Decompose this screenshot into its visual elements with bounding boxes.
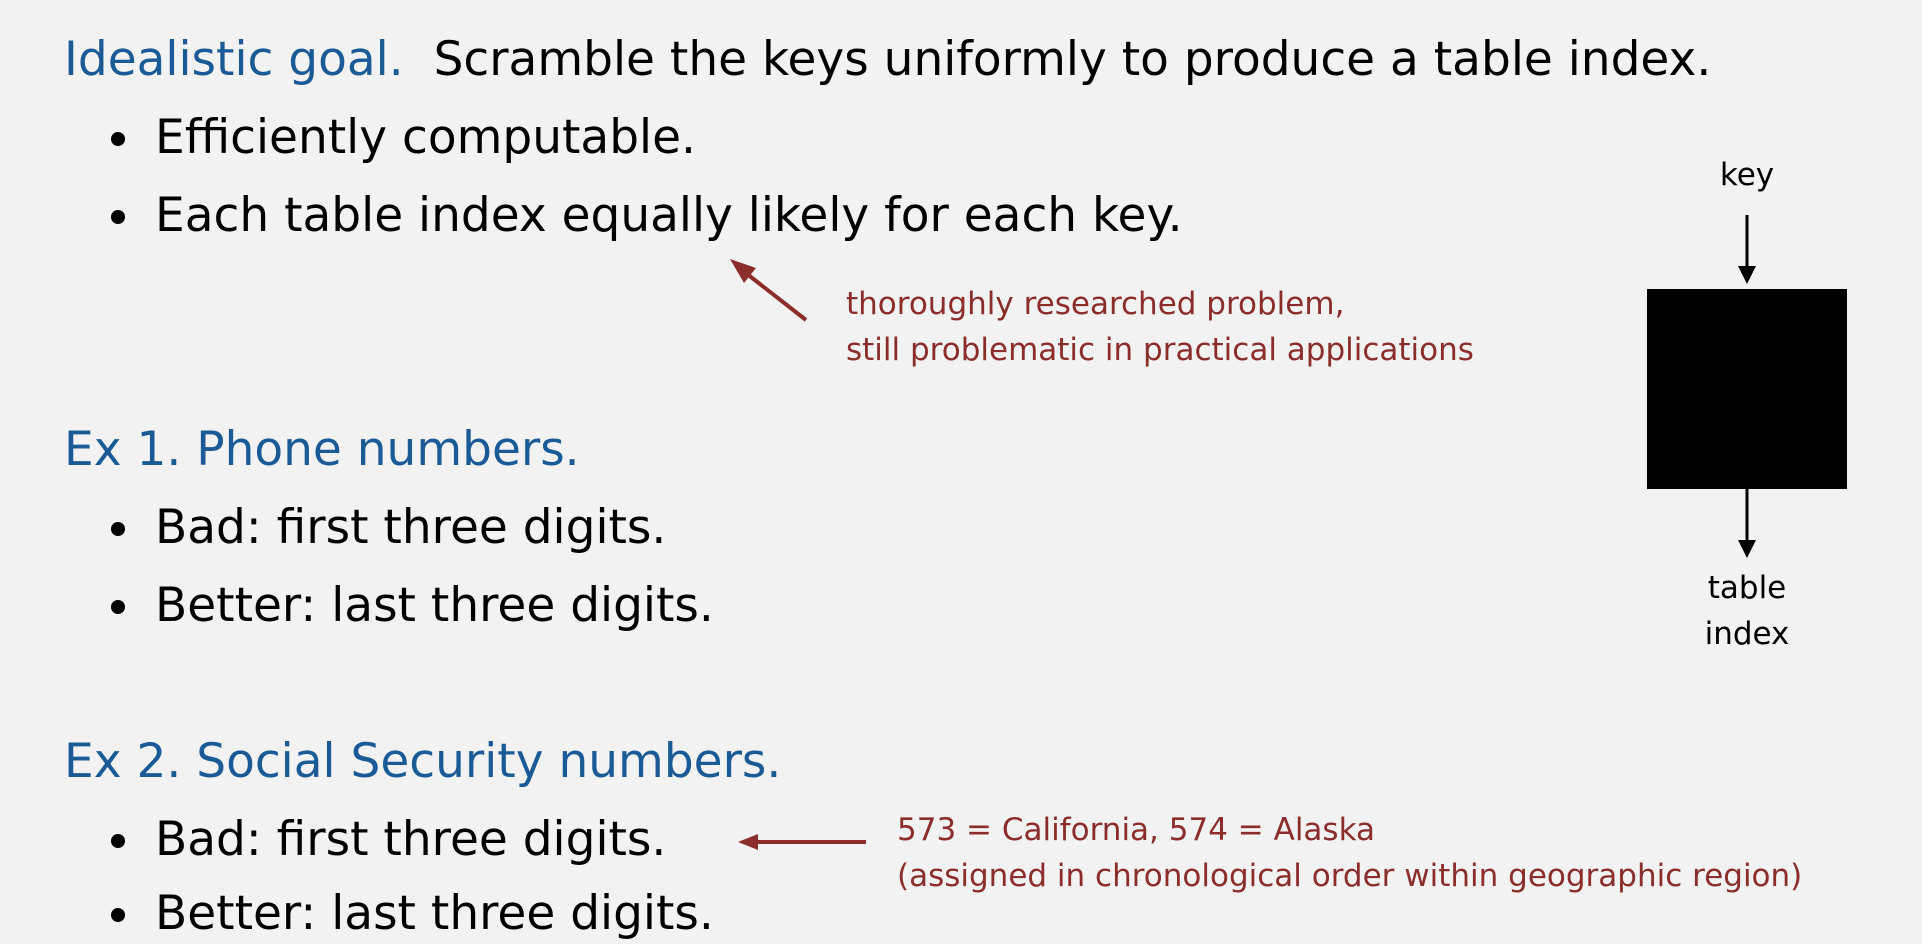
idealistic-goal-line: Idealistic goal. Scramble the keys unifo… (64, 30, 1711, 90)
idealistic-goal-heading: Idealistic goal. (64, 32, 404, 87)
bullet-icon (111, 132, 125, 146)
diagram-output-label-line: index (1704, 616, 1790, 652)
annotation-arrow-icon (740, 268, 808, 322)
annotation-line: (assigned in chronological order within … (897, 858, 1803, 894)
list-item-text: Bad: first three digits. (155, 500, 667, 555)
arrow-head-icon (730, 259, 756, 283)
bullet-icon (111, 908, 125, 922)
diagram-output-label: table index (1677, 565, 1817, 657)
arrow-head-icon (738, 834, 758, 850)
list-item: Bad: first three digits. (111, 810, 667, 870)
bullet-icon (111, 834, 125, 848)
ex2-heading: Ex 2. Social Security numbers. (64, 734, 782, 789)
list-item-text: Bad: first three digits. (155, 812, 667, 867)
list-item: Each table index equally likely for each… (111, 186, 1183, 246)
idealistic-goal-text: Scramble the keys uniformly to produce a… (433, 32, 1712, 87)
annotation-line: 573 = California, 574 = Alaska (897, 812, 1375, 848)
annotation-ssn: 573 = California, 574 = Alaska (assigned… (897, 807, 1802, 899)
list-item-text: Better: last three digits. (155, 886, 714, 941)
list-item: Bad: first three digits. (111, 498, 667, 558)
bullet-icon (111, 522, 125, 536)
annotation-research: thoroughly researched problem, still pro… (846, 281, 1474, 373)
ex1-heading: Ex 1. Phone numbers. (64, 422, 580, 477)
list-item-text: Better: last three digits. (155, 578, 714, 633)
list-item: Efficiently computable. (111, 108, 696, 168)
bullet-icon (111, 210, 125, 224)
list-item-text: Each table index equally likely for each… (155, 188, 1183, 243)
diagram-key-label: key (1719, 157, 1775, 193)
arrow-head-icon (1738, 266, 1756, 284)
hash-function-box (1647, 289, 1847, 489)
arrow-head-icon (1738, 540, 1756, 558)
annotation-line: still problematic in practical applicati… (846, 332, 1474, 368)
list-item-text: Efficiently computable. (155, 110, 696, 165)
diagram-output-label-line: table (1707, 570, 1787, 606)
bullet-icon (111, 600, 125, 614)
list-item: Better: last three digits. (111, 884, 714, 944)
list-item: Better: last three digits. (111, 576, 714, 636)
annotation-line: thoroughly researched problem, (846, 286, 1345, 322)
